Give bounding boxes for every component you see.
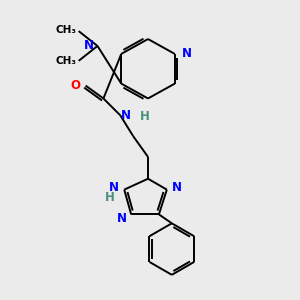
Text: N: N	[83, 40, 94, 52]
Text: N: N	[121, 109, 131, 122]
Text: N: N	[109, 181, 119, 194]
Text: N: N	[172, 181, 182, 194]
Text: H: H	[140, 110, 150, 123]
Text: N: N	[117, 212, 127, 225]
Text: O: O	[70, 79, 81, 92]
Text: CH₃: CH₃	[56, 25, 77, 35]
Text: CH₃: CH₃	[56, 56, 77, 66]
Text: H: H	[104, 191, 114, 204]
Text: N: N	[182, 47, 192, 60]
